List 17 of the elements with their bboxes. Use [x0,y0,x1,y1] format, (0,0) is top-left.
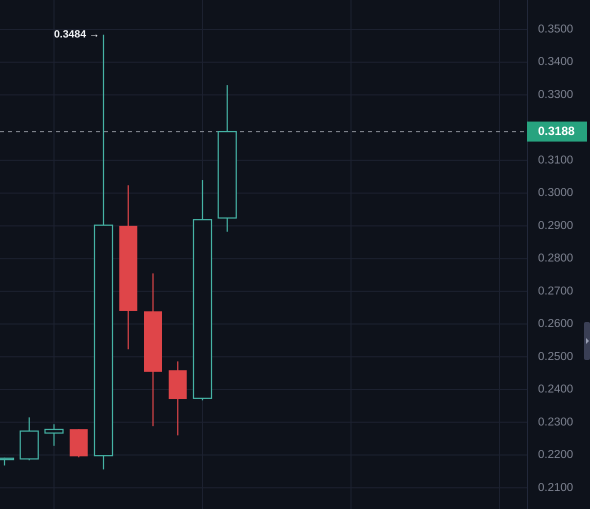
y-tick-label: 0.2700 [538,285,574,298]
y-tick-label: 0.2300 [538,416,574,428]
y-tick-label: 0.3500 [538,23,574,36]
y-tick-label: 0.2800 [538,252,574,265]
y-tick-label: 0.2600 [538,318,574,330]
candlestick [218,84,237,232]
ref-line-label: 0.3188 [538,124,576,138]
y-tick-label: 0.3100 [538,154,574,166]
annotation: 0.3484 → [54,28,100,40]
y-tick-label: 0.3300 [538,88,574,101]
y-tick-label: 0.2900 [538,220,574,232]
y-tick-label: 0.2100 [538,482,574,494]
y-tick-label: 0.2500 [538,350,574,363]
y-tick-label: 0.3000 [538,187,574,200]
y-tick-label: 0.3400 [538,56,574,68]
y-tick-label: 0.2400 [538,384,574,396]
y-tick-label: 0.2200 [538,449,574,462]
